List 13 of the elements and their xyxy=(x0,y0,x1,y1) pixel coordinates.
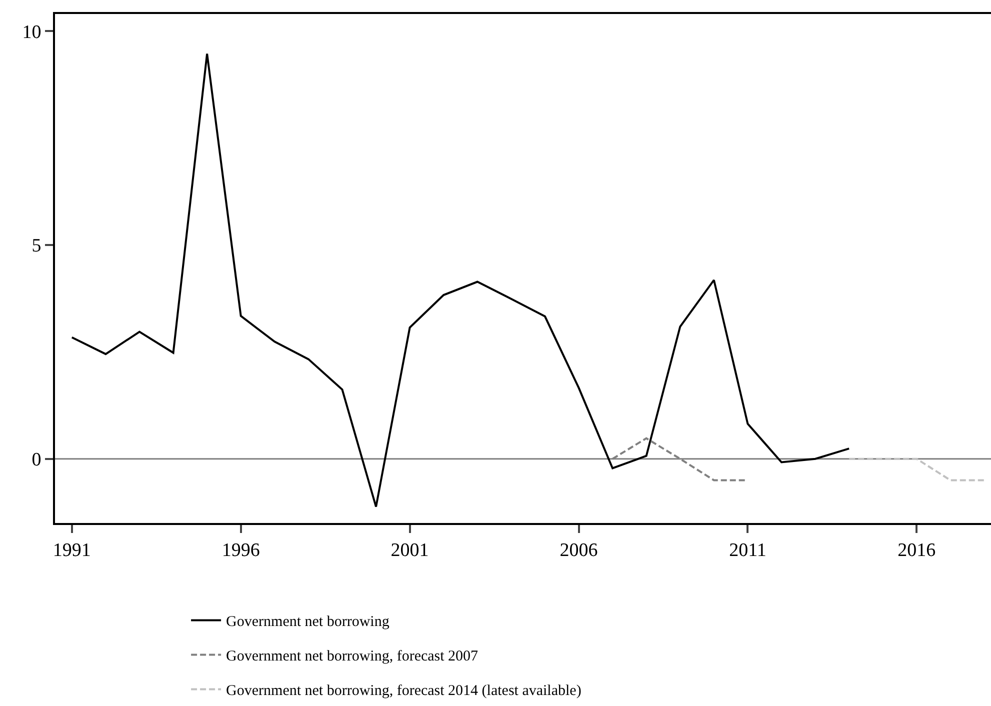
y-tick-label: 10 xyxy=(22,22,42,43)
x-tick-label: 1991 xyxy=(52,540,91,561)
y-tick-label: 5 xyxy=(32,236,42,257)
x-tick-label: 1996 xyxy=(222,540,260,561)
line-series xyxy=(70,52,850,508)
x-tick-label: 2006 xyxy=(560,540,598,561)
x-tick-label: 2011 xyxy=(729,540,766,561)
y-tick-label: 0 xyxy=(32,449,42,470)
legend-label: Government net borrowing, forecast 2007 xyxy=(226,648,479,665)
x-tick-label: 2016 xyxy=(898,540,936,561)
x-tick-label: 2001 xyxy=(390,540,429,561)
legend-label: Government net borrowing, forecast 2014 (latest available) xyxy=(226,683,582,700)
legend-label: Government net borrowing xyxy=(226,614,390,630)
